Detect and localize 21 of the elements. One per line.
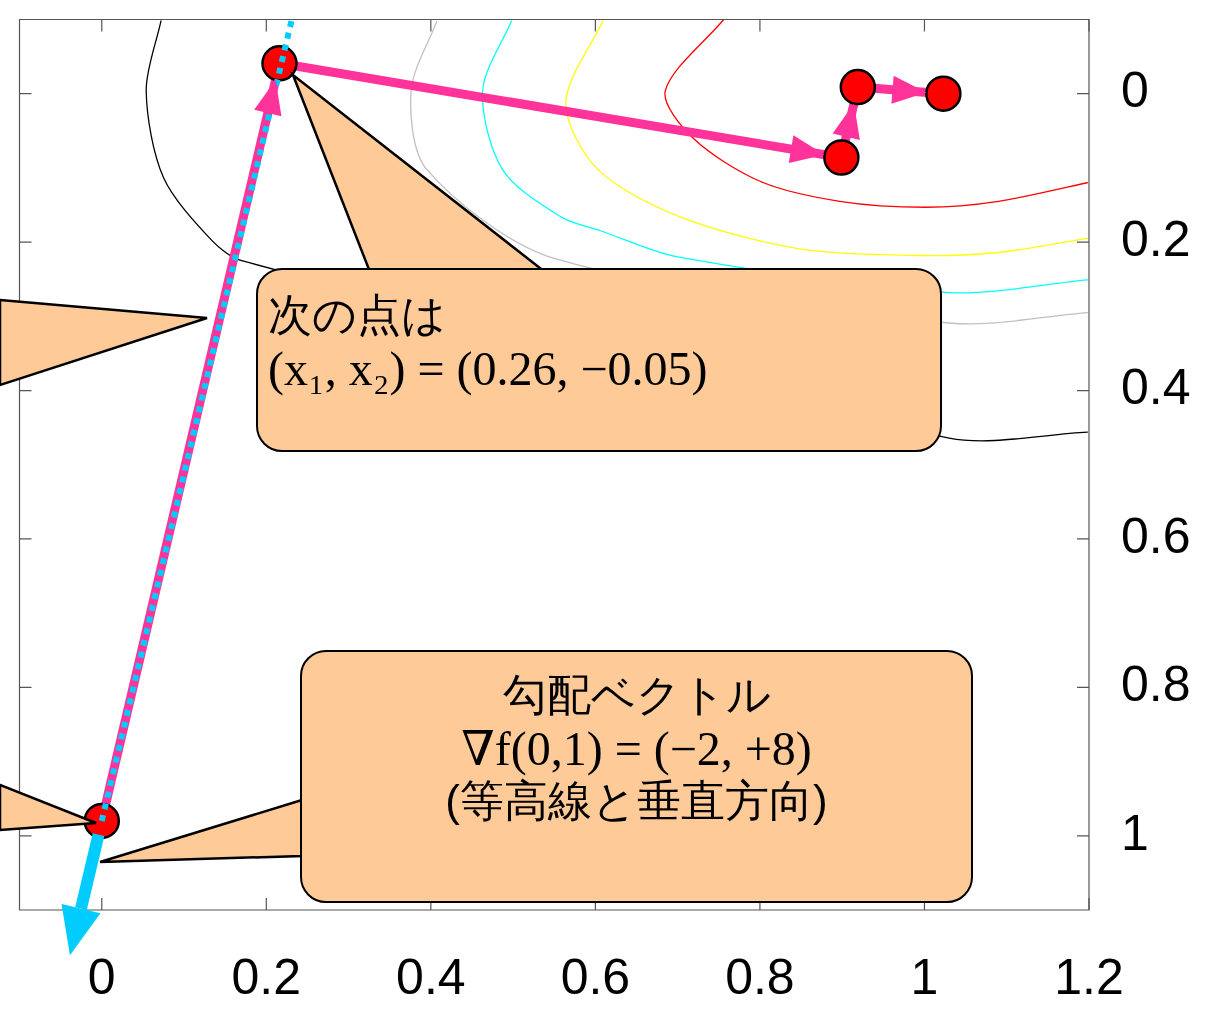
x-tick-label: 0: [87, 948, 116, 1005]
y-tick-label: 0.8: [1121, 656, 1191, 713]
speech-bubble: 勾配ベクトル ∇f(0,1) = (−2, +8) (等高線と垂直方向): [300, 650, 973, 903]
x-tick-label: 0.4: [396, 948, 466, 1005]
line-series: [664, 19, 1089, 208]
annotation: 勾配ベクトル: [501, 670, 772, 721]
annotation: (等高線と垂直方向): [444, 775, 829, 827]
y-tick-label: 0: [1121, 62, 1149, 119]
y-tick-label: 1: [1121, 804, 1149, 861]
x-tick-label: 0.2: [231, 948, 302, 1005]
annotation: 次の点は: [268, 290, 447, 341]
x-tick-label: 1.2: [1054, 948, 1124, 1005]
y-tick-label: 0.6: [1121, 507, 1191, 564]
annotation: (x₁, x₂) = (0.26, −0.05): [268, 340, 709, 396]
x-tick-label: 0.8: [725, 948, 795, 1005]
y-tick-label: 0.2: [1121, 210, 1191, 267]
y-tick-label: 0.4: [1121, 359, 1191, 416]
annotation: ∇f(0,1) = (−2, +8): [460, 720, 813, 776]
x-tick-label: 0.6: [560, 948, 631, 1005]
point: [925, 75, 962, 112]
x-tick-label: 1: [910, 948, 939, 1005]
